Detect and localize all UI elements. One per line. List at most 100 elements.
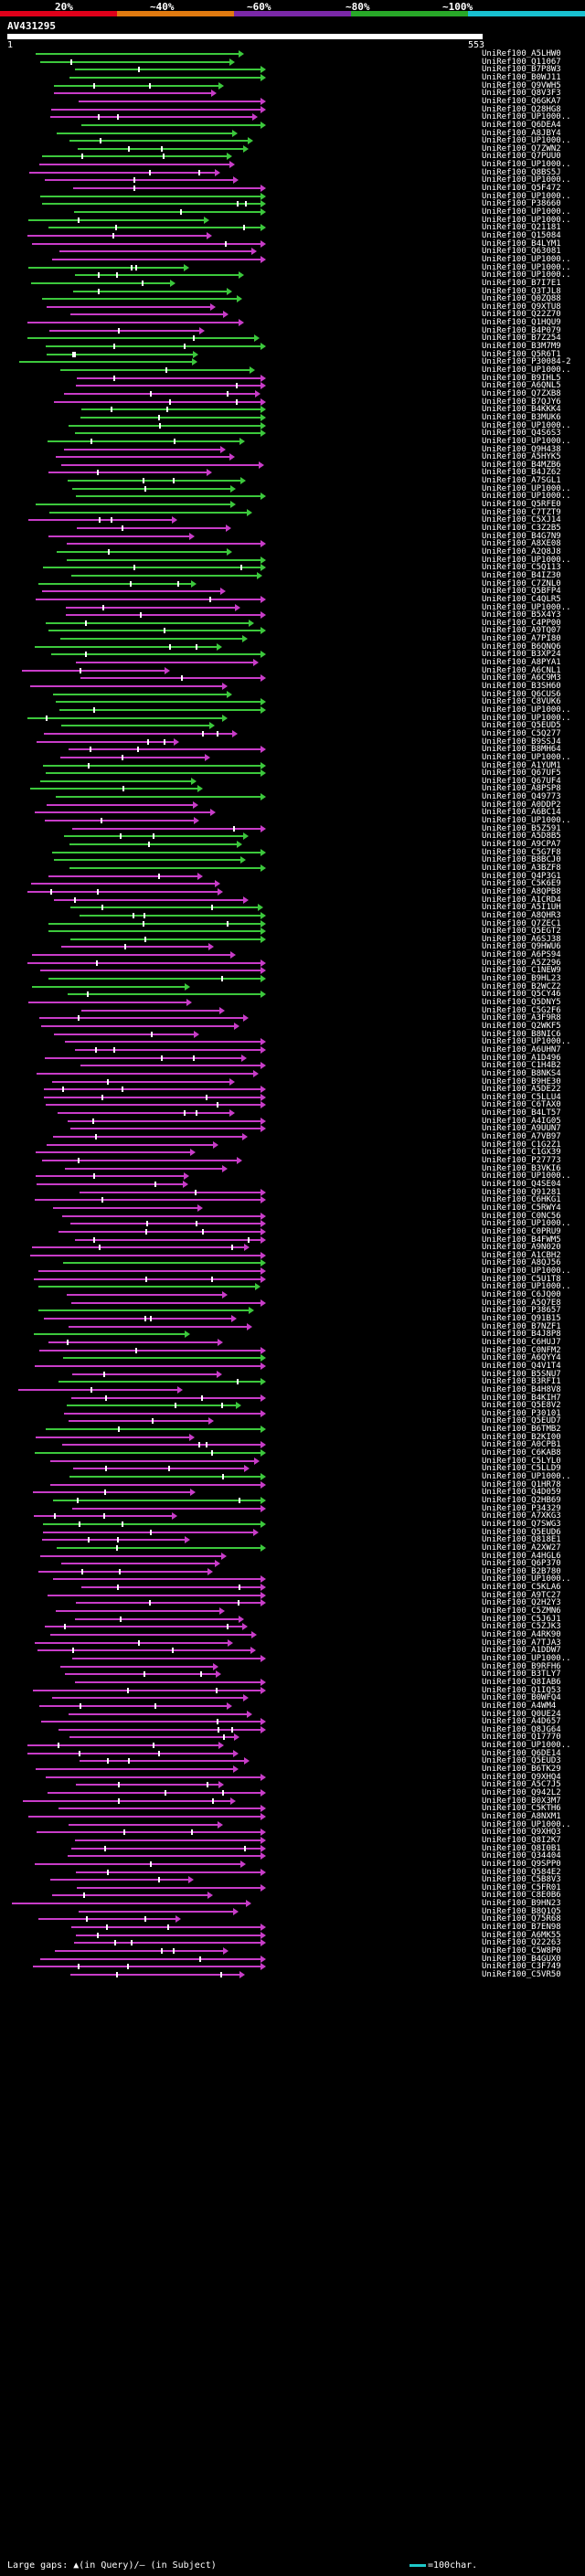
hit-accession-link[interactable]: UniRef100_B6QNQ6 xyxy=(482,641,561,652)
hit-alignment-bar[interactable] xyxy=(50,1483,261,1486)
hit-alignment-bar[interactable] xyxy=(70,938,261,940)
hit-alignment-bar[interactable] xyxy=(54,400,261,403)
hit-alignment-bar[interactable] xyxy=(70,313,223,316)
hit-alignment-bar[interactable] xyxy=(52,851,261,853)
hit-accession-link[interactable]: UniRef100_C7ZNL0 xyxy=(482,578,561,588)
hit-accession-link[interactable]: UniRef100_Q4SE04 xyxy=(482,1179,561,1189)
hit-alignment-bar[interactable] xyxy=(51,108,261,111)
hit-accession-link[interactable]: UniRef100_UP1000.. xyxy=(482,1653,571,1663)
hit-accession-link[interactable]: UniRef100_C8E0B6 xyxy=(482,1891,561,1901)
hit-alignment-bar[interactable] xyxy=(37,1072,253,1075)
hit-alignment-bar[interactable] xyxy=(62,1444,261,1447)
hit-alignment-bar[interactable] xyxy=(65,1673,216,1676)
hit-accession-link[interactable]: UniRef100_B9RFH6 xyxy=(482,1661,561,1671)
hit-alignment-bar[interactable] xyxy=(48,1341,218,1343)
hit-alignment-bar[interactable] xyxy=(56,456,229,459)
hit-alignment-bar[interactable] xyxy=(44,1318,231,1320)
hit-accession-link[interactable]: UniRef100_UP1000.. xyxy=(482,1574,571,1585)
hit-accession-link[interactable]: UniRef100_B3VKI6 xyxy=(482,1163,561,1173)
hit-alignment-bar[interactable] xyxy=(38,1309,249,1312)
hit-alignment-bar[interactable] xyxy=(80,677,261,680)
hit-alignment-bar[interactable] xyxy=(38,1286,255,1288)
hit-accession-link[interactable]: UniRef100_Q8JG64 xyxy=(482,1724,561,1734)
hit-alignment-bar[interactable] xyxy=(31,883,215,885)
hit-accession-link[interactable]: UniRef100_B3TLY7 xyxy=(482,1670,561,1680)
hit-accession-link[interactable]: UniRef100_Q2WKF5 xyxy=(482,1021,561,1031)
hit-accession-link[interactable]: UniRef100_C5Q277 xyxy=(482,728,561,738)
hit-accession-link[interactable]: UniRef100_Q5F472 xyxy=(482,184,561,194)
hit-accession-link[interactable]: UniRef100_UP1000.. xyxy=(482,262,571,272)
hit-alignment-bar[interactable] xyxy=(57,550,227,553)
hit-alignment-bar[interactable] xyxy=(70,1973,239,1976)
hit-alignment-bar[interactable] xyxy=(74,1942,261,1945)
hit-accession-link[interactable]: UniRef100_A3BZF8 xyxy=(482,863,561,873)
hit-accession-link[interactable]: UniRef100_Q7SWG3 xyxy=(482,1519,561,1529)
hit-accession-link[interactable]: UniRef100_C5KTH6 xyxy=(482,1804,561,1814)
hit-accession-link[interactable]: UniRef100_B8NKS4 xyxy=(482,1068,561,1078)
hit-accession-link[interactable]: UniRef100_UP1000.. xyxy=(482,136,571,146)
hit-accession-link[interactable]: UniRef100_Q6GKA7 xyxy=(482,96,561,106)
hit-alignment-bar[interactable] xyxy=(76,495,261,498)
hit-accession-link[interactable]: UniRef100_UP1000.. xyxy=(482,1472,571,1481)
hit-alignment-bar[interactable] xyxy=(68,1119,261,1122)
hit-alignment-bar[interactable] xyxy=(32,1246,244,1249)
hit-alignment-bar[interactable] xyxy=(38,582,191,585)
hit-accession-link[interactable]: UniRef100_Q5RFE0 xyxy=(482,500,561,510)
hit-accession-link[interactable]: UniRef100_P30101 xyxy=(482,1408,561,1418)
hit-accession-link[interactable]: UniRef100_A8PYA1 xyxy=(482,658,561,668)
hit-alignment-bar[interactable] xyxy=(40,195,261,197)
hit-alignment-bar[interactable] xyxy=(38,1270,261,1273)
hit-alignment-bar[interactable] xyxy=(75,274,239,277)
hit-accession-link[interactable]: UniRef100_C0NC56 xyxy=(482,1211,561,1221)
hit-accession-link[interactable]: UniRef100_A6BC14 xyxy=(482,808,561,818)
hit-alignment-bar[interactable] xyxy=(68,1855,261,1858)
hit-alignment-bar[interactable] xyxy=(76,1602,261,1605)
hit-accession-link[interactable]: UniRef100_Q7ZXB8 xyxy=(482,388,561,398)
hit-accession-link[interactable]: UniRef100_A9N020 xyxy=(482,1243,561,1253)
hit-accession-link[interactable]: UniRef100_Q5R6T1 xyxy=(482,349,561,359)
hit-alignment-bar[interactable] xyxy=(70,1223,261,1225)
hit-accession-link[interactable]: UniRef100_Q75R68 xyxy=(482,1914,561,1924)
hit-accession-link[interactable]: UniRef100_Q5EUD5 xyxy=(482,721,561,731)
hit-alignment-bar[interactable] xyxy=(34,1277,261,1280)
hit-alignment-bar[interactable] xyxy=(76,385,261,387)
hit-accession-link[interactable]: UniRef100_A6QYY4 xyxy=(482,1353,561,1363)
hit-accession-link[interactable]: UniRef100_UP1000.. xyxy=(482,555,571,565)
hit-accession-link[interactable]: UniRef100_A4D657 xyxy=(482,1717,561,1727)
hit-alignment-bar[interactable] xyxy=(67,1405,236,1407)
hit-alignment-bar[interactable] xyxy=(53,1499,261,1501)
hit-alignment-bar[interactable] xyxy=(42,1160,237,1161)
hit-accession-link[interactable]: UniRef100_Q9XTU8 xyxy=(482,302,561,312)
hit-alignment-bar[interactable] xyxy=(58,1381,261,1383)
hit-alignment-bar[interactable] xyxy=(33,1966,261,1968)
hit-accession-link[interactable]: UniRef100_UP1000.. xyxy=(482,492,571,502)
hit-alignment-bar[interactable] xyxy=(72,487,230,490)
hit-alignment-bar[interactable] xyxy=(76,1871,261,1873)
hit-accession-link[interactable]: UniRef100_Q15084 xyxy=(482,230,561,240)
hit-accession-link[interactable]: UniRef100_C4PP00 xyxy=(482,618,561,628)
hit-alignment-bar[interactable] xyxy=(37,1182,183,1185)
hit-alignment-bar[interactable] xyxy=(28,266,184,269)
hit-alignment-bar[interactable] xyxy=(19,361,192,364)
hit-accession-link[interactable]: UniRef100_A5DE22 xyxy=(482,1085,561,1095)
hit-alignment-bar[interactable] xyxy=(65,1167,222,1170)
hit-alignment-bar[interactable] xyxy=(79,1910,233,1913)
hit-accession-link[interactable]: UniRef100_Q5EGT2 xyxy=(482,927,561,937)
hit-accession-link[interactable]: UniRef100_Q67UF4 xyxy=(482,776,561,786)
hit-accession-link[interactable]: UniRef100_Q9XHQ4 xyxy=(482,1772,561,1782)
hit-alignment-bar[interactable] xyxy=(61,946,208,949)
hit-accession-link[interactable]: UniRef100_B0X3M7 xyxy=(482,1796,561,1806)
hit-alignment-bar[interactable] xyxy=(43,764,261,767)
hit-alignment-bar[interactable] xyxy=(75,1839,261,1841)
hit-alignment-bar[interactable] xyxy=(61,725,209,727)
hit-accession-link[interactable]: UniRef100_A6CNL1 xyxy=(482,665,561,675)
hit-accession-link[interactable]: UniRef100_B3XP24 xyxy=(482,650,561,660)
hit-accession-link[interactable]: UniRef100_A1D496 xyxy=(482,1053,561,1063)
hit-accession-link[interactable]: UniRef100_Q11067 xyxy=(482,57,561,67)
hit-alignment-bar[interactable] xyxy=(48,630,261,632)
hit-alignment-bar[interactable] xyxy=(36,504,230,506)
hit-accession-link[interactable]: UniRef100_B4MZB6 xyxy=(482,460,561,470)
hit-accession-link[interactable]: UniRef100_C7TZT9 xyxy=(482,507,561,517)
hit-accession-link[interactable]: UniRef100_A5I1UH xyxy=(482,903,561,913)
hit-accession-link[interactable]: UniRef100_C0PRU9 xyxy=(482,1226,561,1236)
